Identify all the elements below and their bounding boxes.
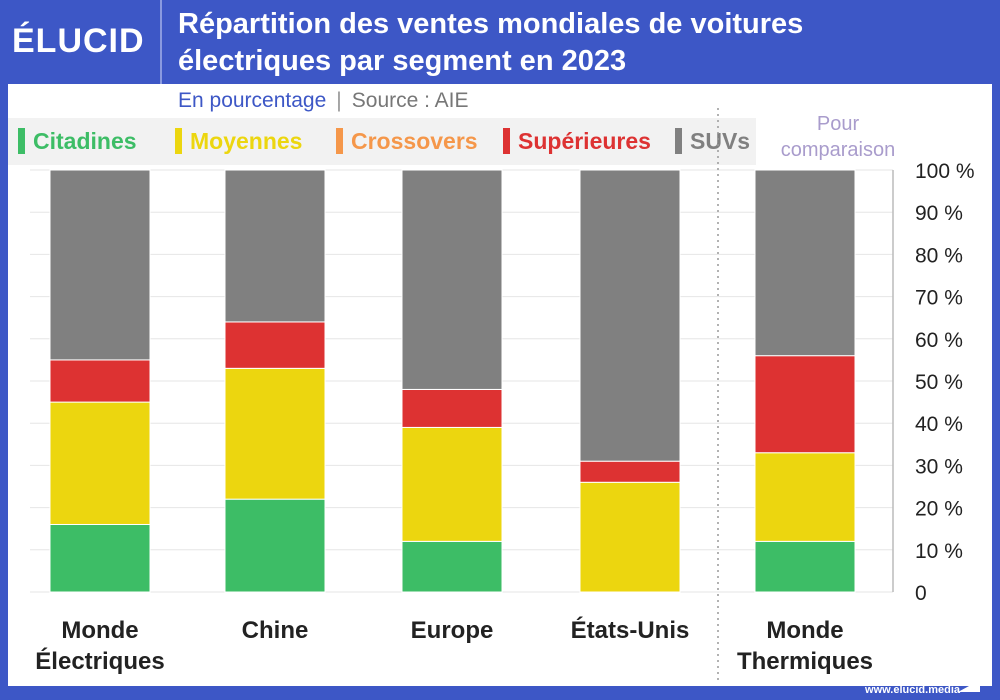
y-tick-label: 50 % (915, 371, 963, 394)
legend-label: Supérieures (518, 128, 651, 154)
bar-segment-supérieures (224, 321, 326, 369)
bar-segment-supérieures (579, 460, 681, 483)
x-category-label: Thermiques (737, 648, 873, 675)
y-tick-label: 10 % (915, 540, 963, 563)
legend-swatch (675, 128, 682, 154)
comparison-line-2: comparaison (780, 139, 896, 161)
x-category-label: Monde (61, 617, 138, 644)
logo-flag-icon (958, 680, 980, 692)
bar-segment-citadines (49, 523, 151, 593)
bar-segment-moyennes (579, 481, 681, 593)
bar-segment-citadines (754, 540, 856, 593)
x-category-label: États-Unis (571, 616, 690, 644)
y-tick-label: 60 % (915, 329, 963, 352)
y-tick-label: 30 % (915, 455, 963, 478)
legend-label: Moyennes (190, 128, 303, 154)
subtitle-source: Source : AIE (351, 89, 469, 112)
bar-segment-citadines (224, 498, 326, 593)
y-tick-label: 100 % (915, 160, 975, 183)
y-tick-label: 70 % (915, 287, 963, 310)
legend-swatch (18, 128, 25, 154)
x-category-label: Chine (242, 617, 309, 644)
comparison-note: Pour comparaison (768, 111, 908, 163)
legend: Citadines Moyennes Crossovers Supérieures SU… (8, 118, 756, 165)
bar-segment-moyennes (49, 401, 151, 525)
subtitle: En pourcentage | Source : AIE (178, 89, 469, 113)
footer-url[interactable]: www.elucid.media (865, 684, 960, 696)
bar-segment-citadines (401, 540, 503, 593)
bar-segment-suvs (754, 169, 856, 357)
y-tick-label: 80 % (915, 244, 963, 267)
x-category-label: Europe (411, 617, 494, 644)
logo: ÉLUCID (12, 22, 145, 60)
legend-swatch (336, 128, 343, 154)
legend-item-supérieures: Supérieures (503, 128, 651, 155)
legend-label: Citadines (33, 128, 137, 154)
legend-label: Crossovers (351, 128, 478, 154)
legend-label: SUVs (690, 128, 751, 154)
subtitle-separator: | (336, 89, 342, 112)
y-tick-label: 40 % (915, 413, 963, 436)
subtitle-unit: En pourcentage (178, 89, 327, 112)
bar-segment-moyennes (224, 367, 326, 500)
bar-segment-supérieures (49, 359, 151, 403)
bar-segment-suvs (49, 169, 151, 361)
legend-item-suvs: SUVs (675, 128, 750, 155)
y-tick-label: 0 (915, 582, 927, 605)
bar-segment-supérieures (754, 355, 856, 454)
bar-segment-suvs (224, 169, 326, 323)
legend-swatch (175, 128, 182, 154)
bar-segment-suvs (579, 169, 681, 462)
title-line-1: Répartition des ventes mondiales de voit… (178, 8, 804, 40)
legend-item-moyennes: Moyennes (175, 128, 302, 155)
y-tick-label: 90 % (915, 202, 963, 225)
comparison-line-1: Pour (816, 113, 860, 135)
header-divider (160, 0, 162, 84)
legend-swatch (503, 128, 510, 154)
title-line-2: électriques par segment en 2023 (178, 45, 627, 77)
bar-segment-moyennes (754, 452, 856, 542)
x-category-label: Électriques (35, 647, 164, 675)
legend-item-crossovers: Crossovers (336, 128, 478, 155)
bar-segment-moyennes (401, 426, 503, 542)
bar-segment-supérieures (401, 388, 503, 428)
y-tick-label: 20 % (915, 498, 963, 521)
chart-title: Répartition des ventes mondiales de voit… (178, 6, 803, 80)
bar-segment-suvs (401, 169, 503, 390)
x-category-label: Monde (766, 617, 843, 644)
legend-item-citadines: Citadines (18, 128, 137, 155)
header: ÉLUCID Répartition des ventes mondiales … (0, 0, 1000, 84)
